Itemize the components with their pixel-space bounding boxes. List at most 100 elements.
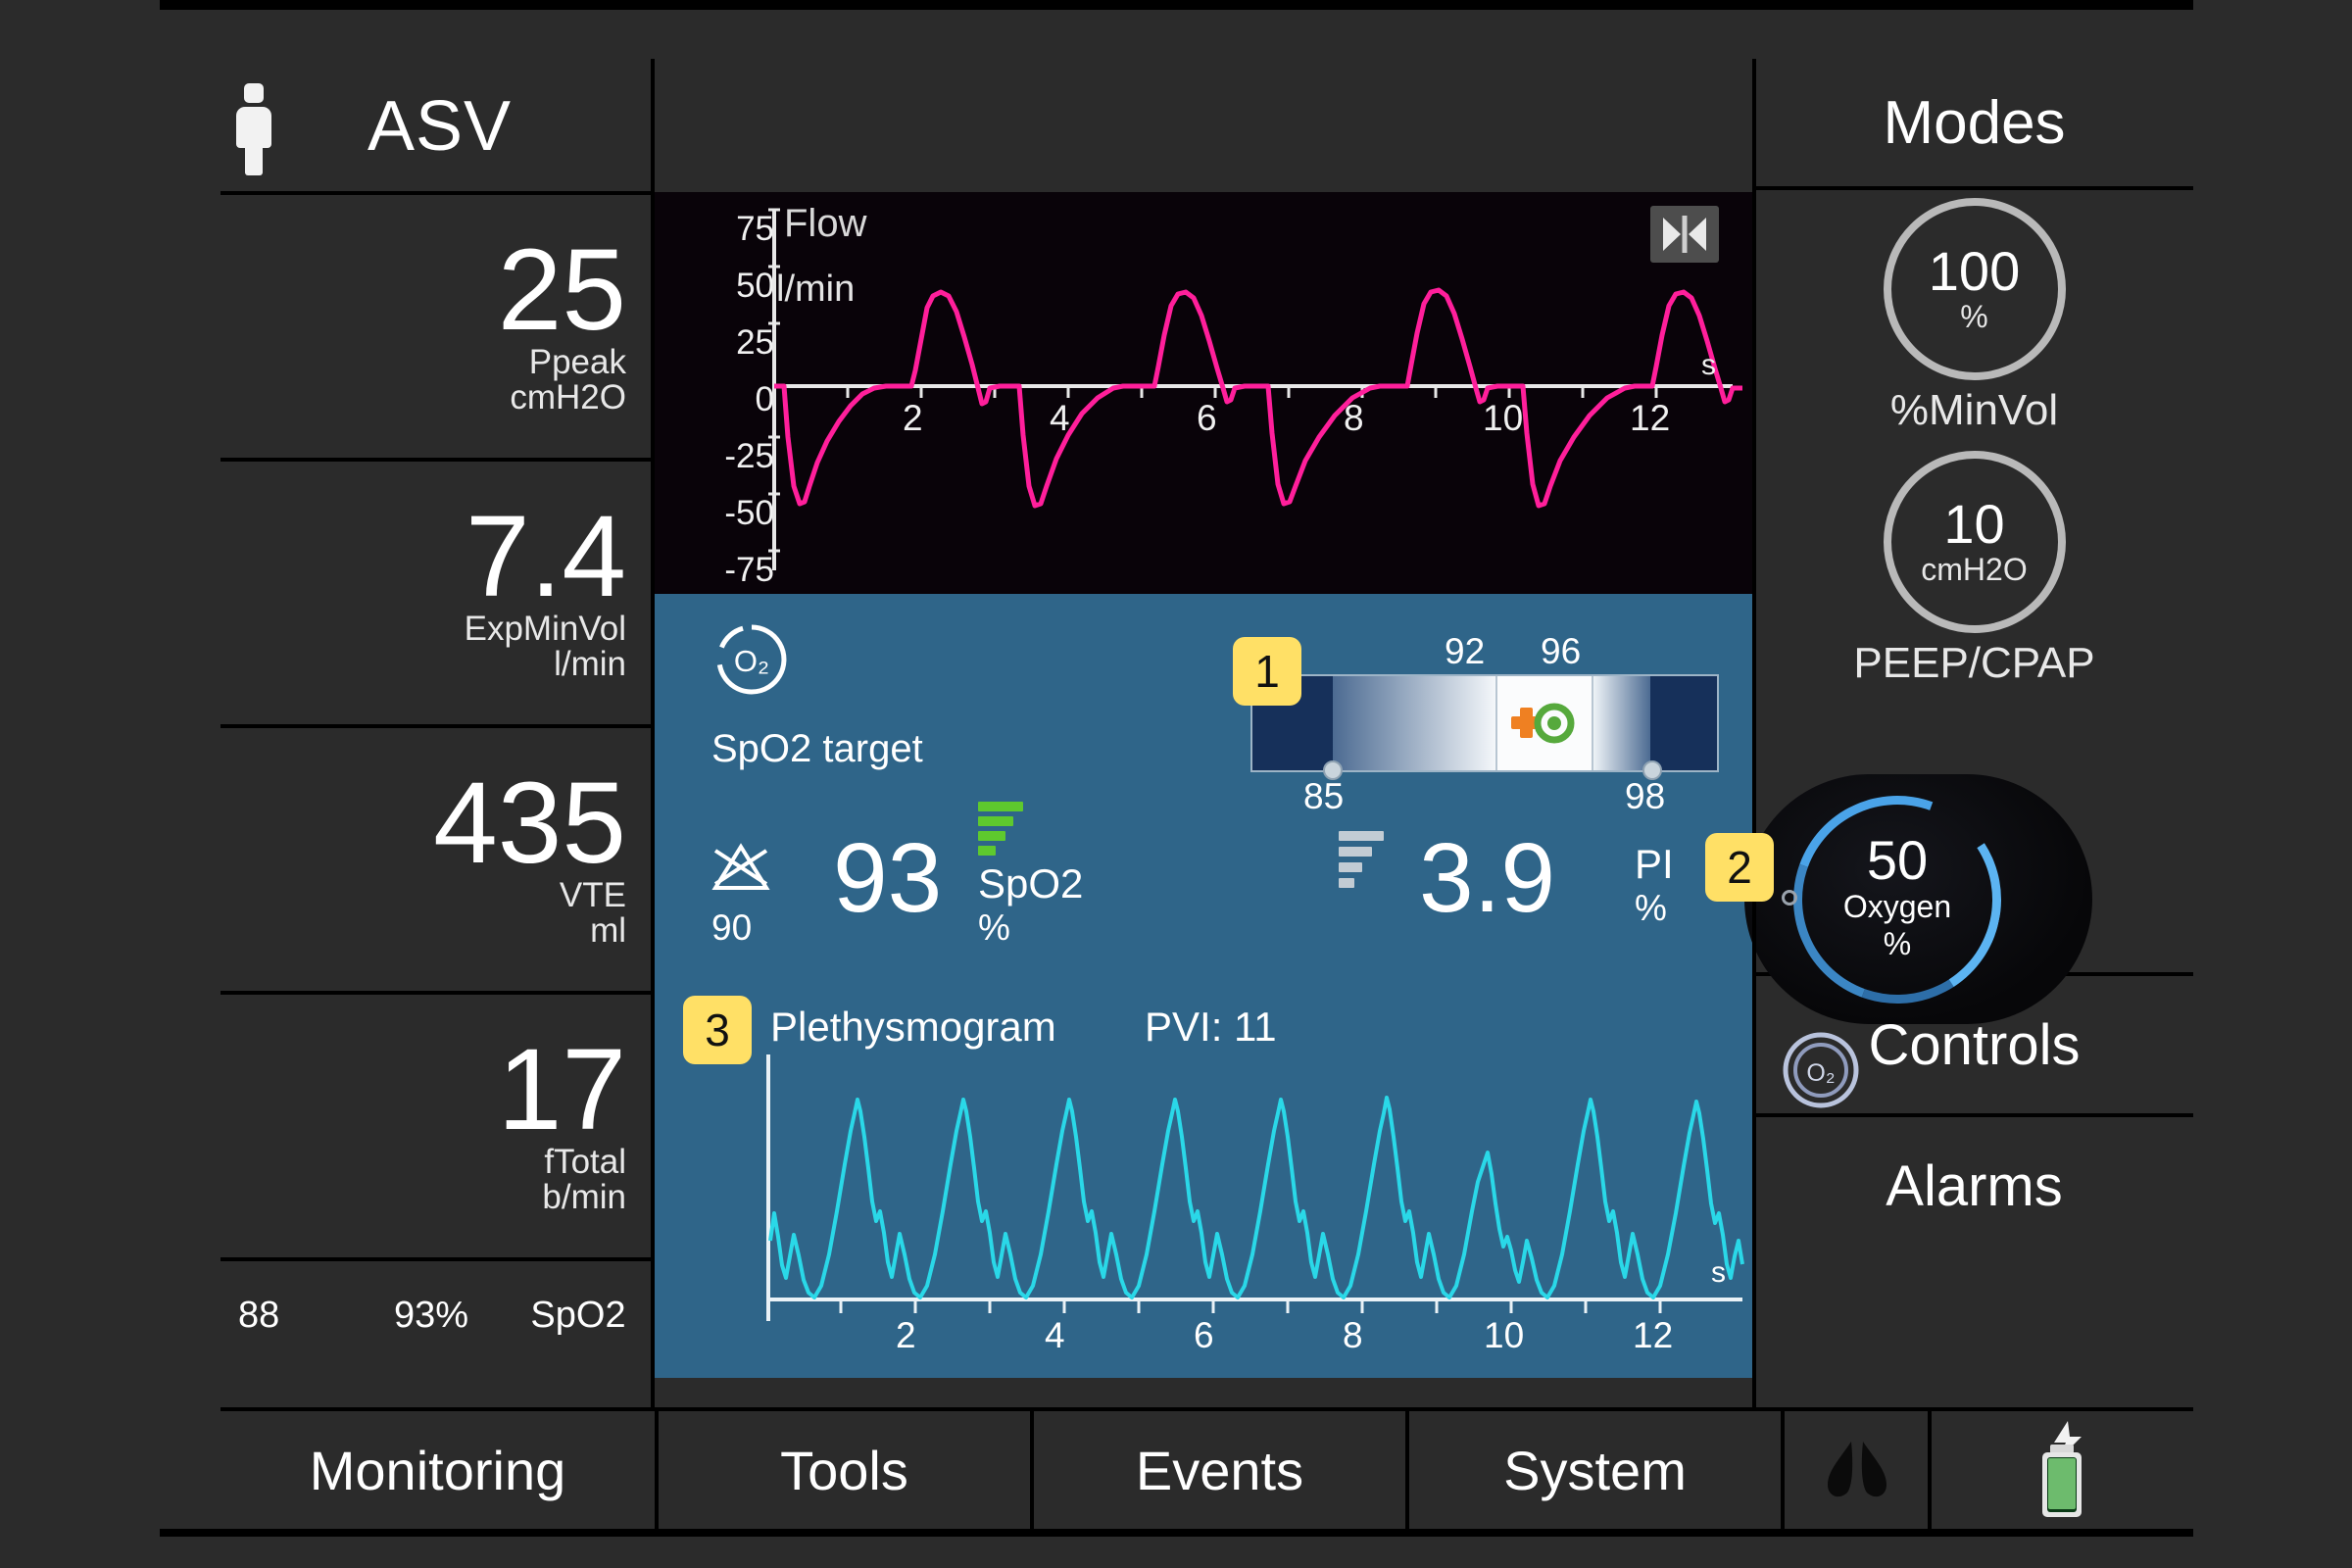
knob-indent-dot — [1782, 890, 1797, 906]
knob-unit: cmH2O — [1921, 551, 2028, 587]
metric-label: VTE — [559, 876, 626, 915]
spo2-value-unit: % — [978, 907, 1010, 948]
plethysmogram-plot[interactable]: 2 4 6 8 10 12 s — [762, 1054, 1754, 1378]
metric-ppeak[interactable]: 25 Ppeak cmH2O — [220, 195, 652, 458]
nav-monitoring[interactable]: Monitoring — [220, 1411, 655, 1529]
flow-y-axis-ticks: 75 50 25 0 -25 -50 -75 — [676, 210, 774, 589]
pi-value-label: PI — [1635, 841, 1674, 887]
callout-badge-3: 3 — [683, 996, 752, 1064]
target-bar-gradient-low — [1333, 676, 1495, 770]
plethysmogram-svg — [766, 1054, 1744, 1321]
metric-vte[interactable]: 435 VTE ml — [220, 728, 652, 991]
divider — [1752, 59, 1756, 1407]
xtick: 8 — [1343, 1315, 1363, 1355]
pleth-x-axis-ticks: 2 4 6 8 10 12 s — [762, 1054, 1754, 1378]
target-bar-above-alarm — [1650, 676, 1717, 770]
divider — [220, 1257, 652, 1261]
o2-enrichment-icon[interactable]: O₂ — [1780, 1029, 1862, 1111]
oxygen-knob-readout: 50 Oxygen % — [1744, 833, 2050, 963]
ytick: -75 — [724, 551, 774, 589]
metric-value: 17 — [497, 1025, 626, 1155]
left-monitoring-column: ASV 25 Ppeak cmH2O 7.4 ExpMinVol l/min 4… — [220, 59, 652, 1411]
modes-button[interactable]: Modes — [1755, 59, 2193, 186]
pleth-x-unit: s — [1711, 1256, 1726, 1289]
xtick: 8 — [1344, 398, 1364, 438]
freeze-icon[interactable] — [1650, 206, 1719, 263]
metric-label: Ppeak — [528, 343, 626, 382]
xtick: 2 — [896, 1315, 916, 1355]
low-alarm-handle[interactable] — [1323, 760, 1343, 780]
bottom-navigation-bar: Monitoring Tools Events System — [220, 1411, 2193, 1529]
spo2-measurement-row: 90 93 SpO2 % 3.9 PI % — [655, 802, 1754, 984]
xtick: 12 — [1633, 1315, 1674, 1355]
knob-minvol[interactable]: 100 % %MinVol — [1755, 190, 2193, 434]
flow-waveform-panel[interactable]: Flow l/min 75 50 25 0 -25 -50 -75 — [655, 192, 1754, 594]
high-alarm-label: 98 — [1625, 776, 1666, 816]
metric-label: fTotal — [544, 1143, 626, 1182]
nebulizer-icon[interactable] — [1781, 1411, 1928, 1529]
xtick: 6 — [1194, 1315, 1214, 1355]
flow-x-unit: s — [1701, 349, 1716, 381]
pi-value-unit: % — [1635, 888, 1667, 928]
xtick: 4 — [1045, 1315, 1065, 1355]
high-alarm-handle[interactable] — [1642, 760, 1662, 780]
nav-events[interactable]: Events — [1030, 1411, 1405, 1529]
ytick: 50 — [736, 267, 774, 305]
target-bar-in-range — [1495, 676, 1593, 770]
divider — [220, 991, 652, 995]
right-control-column: Modes 100 % %MinVol 10 cmH2O PEEP/CPAP C… — [1755, 59, 2193, 1411]
svg-text:O₂: O₂ — [1806, 1059, 1835, 1087]
knob-ring: 100 % — [1883, 198, 2066, 380]
metric-expminvol[interactable]: 7.4 ExpMinVol l/min — [220, 462, 652, 724]
low-alarm-label: 85 — [1303, 776, 1345, 816]
xtick: 2 — [903, 398, 923, 438]
xtick: 10 — [1483, 398, 1524, 438]
xtick: 6 — [1197, 398, 1217, 438]
metric-value: 435 — [433, 759, 626, 889]
pvi-label: PVI: 11 — [1145, 1004, 1277, 1050]
knob-peep-cpap[interactable]: 10 cmH2O PEEP/CPAP — [1755, 443, 2193, 687]
knob-value: 10 — [1943, 492, 2005, 555]
perfusion-bars-icon — [1339, 831, 1384, 892]
bezel-top-strip — [160, 0, 2193, 10]
spo2-target-range-bar[interactable]: 92 96 — [1250, 631, 1719, 816]
knob-caption: PEEP/CPAP — [1853, 639, 2095, 687]
spo2-alarm-low-value: 90 — [711, 907, 753, 948]
metric-value: 25 — [497, 225, 626, 356]
nav-tools[interactable]: Tools — [655, 1411, 1030, 1529]
target-low-label: 92 — [1445, 631, 1486, 671]
svg-text:O₂: O₂ — [734, 644, 769, 678]
ytick: 0 — [755, 380, 774, 418]
flow-y-axis-unit: l/min — [776, 269, 856, 310]
divider — [220, 724, 652, 728]
callout-badge-1: 1 — [1233, 637, 1301, 706]
oxygen-value: 50 — [1866, 829, 1929, 891]
divider — [220, 1407, 2193, 1411]
target-bar-gradient-high — [1593, 676, 1650, 770]
flow-x-axis-ticks: 2 4 6 8 10 12 s — [655, 192, 1754, 594]
spo2-summary-value: 93% — [393, 1294, 469, 1336]
plethysmogram-title: Plethysmogram — [770, 1004, 1056, 1050]
ytick: 25 — [736, 323, 774, 362]
metric-value: 7.4 — [465, 492, 626, 622]
oxygen-hardware-knob[interactable]: 50 Oxygen % — [1744, 761, 2092, 1038]
knob-unit: % — [1960, 298, 1988, 334]
knob-caption: %MinVol — [1889, 386, 2059, 434]
signal-quality-bars-icon — [978, 802, 1023, 862]
xtick: 4 — [1050, 398, 1070, 438]
bezel-bottom-strip — [160, 1529, 2193, 1537]
nav-system[interactable]: System — [1405, 1411, 1781, 1529]
battery-charging-icon[interactable] — [1928, 1411, 2193, 1529]
target-high-label: 96 — [1541, 631, 1582, 671]
flow-waveform-svg — [768, 208, 1742, 570]
o2-circle-icon: O₂ — [713, 621, 790, 698]
callout-badge-2: 2 — [1705, 833, 1774, 902]
patient-mode-header[interactable]: ASV — [220, 59, 652, 191]
spo2-summary-row[interactable]: 88 93% SpO2 — [220, 1261, 652, 1369]
metric-unit: l/min — [554, 645, 626, 684]
metric-ftotal[interactable]: 17 fTotal b/min — [220, 995, 652, 1257]
xtick: 10 — [1484, 1315, 1525, 1355]
spo2-value-label: SpO2 — [978, 860, 1084, 906]
alarms-button[interactable]: Alarms — [1755, 1117, 2193, 1254]
modes-label: Modes — [1883, 88, 2066, 157]
